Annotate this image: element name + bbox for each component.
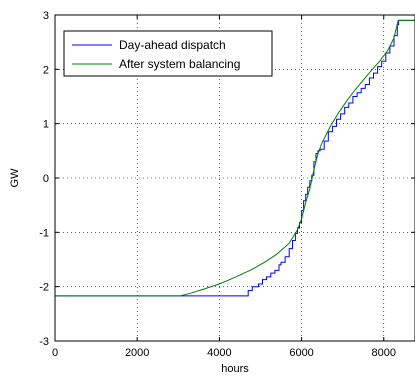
y-axis-label: GW	[9, 168, 21, 188]
y-tick-label: -1	[39, 227, 49, 239]
y-tick-label: -2	[39, 282, 49, 294]
series-lines	[55, 19, 415, 297]
plot-frame	[54, 14, 415, 342]
legend-label-after-balancing: After system balancing	[119, 57, 240, 71]
y-tick-label: 2	[43, 64, 49, 76]
legend-label-day-ahead: Day-ahead dispatch	[119, 38, 226, 52]
x-tick-label: 8000	[372, 347, 396, 359]
legend: Day-ahead dispatch After system balancin…	[63, 30, 273, 77]
series-line-1	[55, 19, 415, 297]
y-tick-label: -3	[39, 336, 49, 348]
x-tick-label: 6000	[289, 347, 313, 359]
tick-labels: 0 2000 4000 6000 8000 -3 -2 -1 0 1 2 3	[39, 10, 396, 359]
legend-box	[63, 30, 273, 77]
y-tick-label: 0	[43, 173, 49, 185]
x-tick-label: 4000	[207, 347, 231, 359]
x-tick-label: 0	[52, 347, 58, 359]
x-axis-label: hours	[221, 363, 249, 375]
y-tick-label: 1	[43, 119, 49, 131]
x-tick-label: 2000	[125, 347, 149, 359]
y-tick-label: 3	[43, 10, 49, 22]
grid-lines	[55, 15, 415, 341]
